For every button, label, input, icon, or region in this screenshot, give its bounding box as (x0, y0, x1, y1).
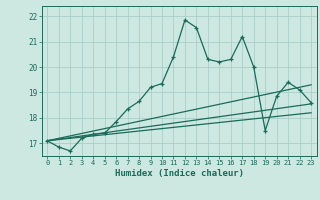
X-axis label: Humidex (Indice chaleur): Humidex (Indice chaleur) (115, 169, 244, 178)
